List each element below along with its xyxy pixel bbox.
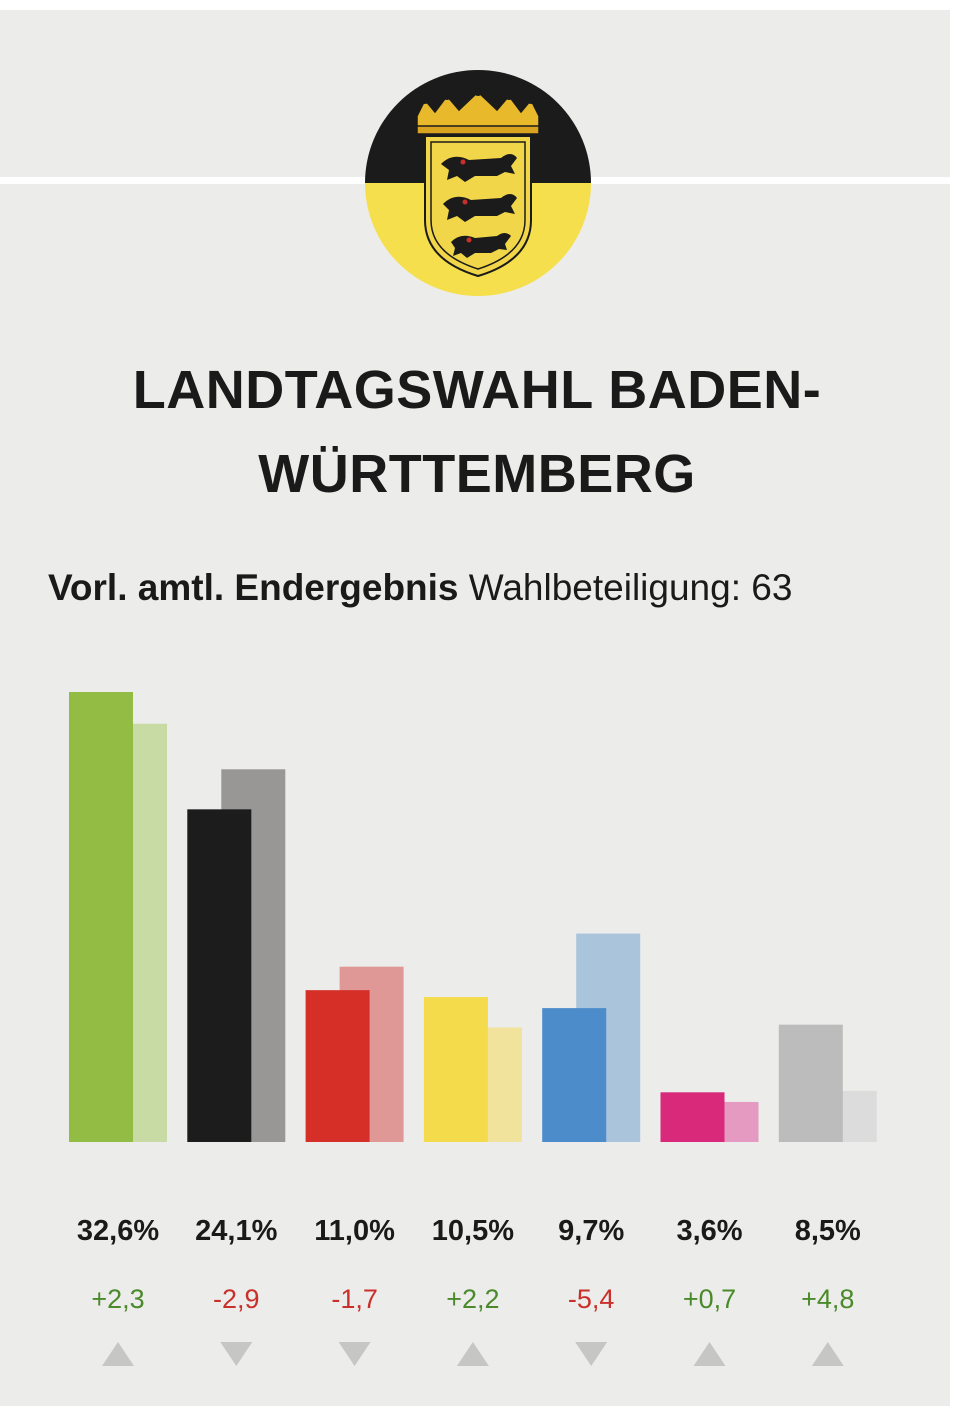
result-status: Vorl. amtl. Endergebnis	[48, 567, 459, 608]
bar-current-1	[69, 692, 133, 1142]
bar-current-5	[542, 1008, 607, 1142]
value-label-7: 8,5%	[795, 1215, 861, 1247]
value-label-3: 11,0%	[314, 1215, 395, 1247]
turnout-text: Wahlbeteiligung: 63	[468, 567, 793, 608]
diff-label-4: +2,2	[446, 1284, 499, 1314]
page-title: LANDTAGSWAHL BADEN- WÜRTTEMBERG	[0, 348, 954, 516]
result-status-line: Vorl. amtl. Endergebnis Wahlbeteiligung:…	[48, 560, 914, 616]
diff-label-3: -1,7	[331, 1284, 378, 1314]
diff-label-7: +4,8	[801, 1284, 854, 1314]
baden-wuerttemberg-coat-of-arms-icon	[365, 70, 591, 296]
bar-current-4	[423, 997, 488, 1142]
diff-label-2: -2,9	[213, 1284, 260, 1314]
trend-up-icon-4	[456, 1342, 489, 1366]
trend-down-icon-3	[338, 1342, 371, 1366]
value-label-6: 3,6%	[676, 1215, 742, 1247]
bar-current-3	[305, 990, 370, 1142]
bar-current-7	[778, 1024, 843, 1142]
diff-label-5: -5,4	[568, 1284, 615, 1314]
value-label-2: 24,1%	[195, 1215, 277, 1247]
trend-up-icon-1	[102, 1342, 134, 1366]
bar-current-6	[660, 1092, 725, 1142]
diff-label-1: +2,3	[91, 1284, 144, 1314]
title-line-1: LANDTAGSWAHL BADEN-	[132, 360, 822, 420]
value-label-1: 32,6%	[77, 1215, 159, 1247]
title-line-2: WÜRTTEMBERG	[258, 444, 696, 504]
diff-label-6: +0,7	[683, 1284, 736, 1314]
trend-up-icon-7	[811, 1342, 844, 1366]
trend-down-icon-5	[575, 1342, 608, 1366]
value-label-5: 9,7%	[558, 1215, 624, 1247]
value-label-4: 10,5%	[432, 1215, 514, 1247]
election-results-chart: 32,6% +2,3 24,1% -2,9 11,0% -1,7 10,5% +2,2 9,7%…	[69, 692, 877, 1366]
bar-current-2	[187, 809, 252, 1142]
trend-up-icon-6	[693, 1342, 726, 1366]
trend-down-icon-2	[220, 1342, 253, 1366]
